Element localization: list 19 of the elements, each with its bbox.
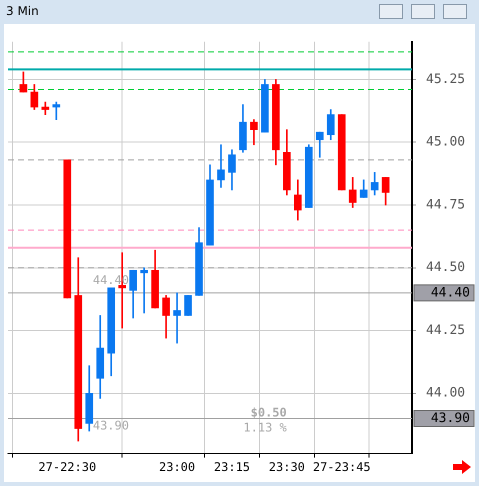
- y-tick-label: 44.00: [426, 386, 466, 401]
- candlestick: [173, 292, 181, 344]
- x-tick-label: 23:15: [214, 460, 250, 474]
- x-tick-label: 27-22:30: [38, 460, 96, 474]
- y-tick-label: 44.25: [426, 322, 466, 338]
- annotation: 1.13 %: [243, 420, 288, 435]
- y-tick-label: 44.75: [426, 197, 466, 212]
- x-tick-label: 23:00: [159, 460, 196, 474]
- x-tick-label: 23:30: [268, 460, 305, 474]
- annotation: $0.50: [250, 406, 287, 420]
- text: 43.90: [430, 410, 470, 426]
- ref-line-label: 43.90: [92, 418, 129, 433]
- text: 44.40: [430, 285, 470, 300]
- y-tick-label: 45.00: [426, 134, 466, 150]
- y-tick-label: 44.50: [426, 260, 466, 276]
- candlestick: [217, 144, 225, 188]
- chart-title: 3 Min: [6, 4, 39, 18]
- x-tick-label: 27-23:45: [312, 460, 371, 474]
- y-tick-label: 45.25: [426, 72, 466, 87]
